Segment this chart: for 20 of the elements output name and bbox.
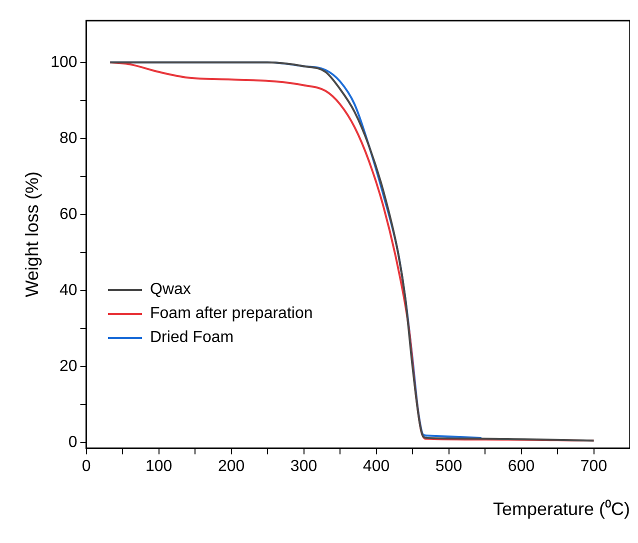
x-tick-label: 400 [362,458,390,476]
x-tick-label: 300 [290,458,318,476]
legend-label: Dried Foam [150,328,234,348]
y-tick-label: 20 [60,358,78,375]
line-series [109,61,595,442]
y-tick-label: 100 [50,54,78,71]
x-tick-label: 100 [145,458,172,476]
x-tick-label: 600 [508,458,535,476]
x-tick-label: 700 [580,458,608,476]
y-tick-label: 80 [60,130,78,147]
x-tick-label: 200 [218,458,245,476]
x-tick-label: 500 [435,458,462,476]
legend-label: Qwax [150,280,191,300]
x-tick-label: 0 [82,458,91,476]
y-axis-title: Weight loss (%) [22,172,42,298]
y-tick-label: 40 [60,282,78,299]
legend-label: Foam after preparation [150,304,313,324]
x-axis-title: Temperature (⁰C) [492,499,630,520]
y-tick-label: 0 [68,434,78,451]
y-tick-label: 60 [60,206,78,223]
